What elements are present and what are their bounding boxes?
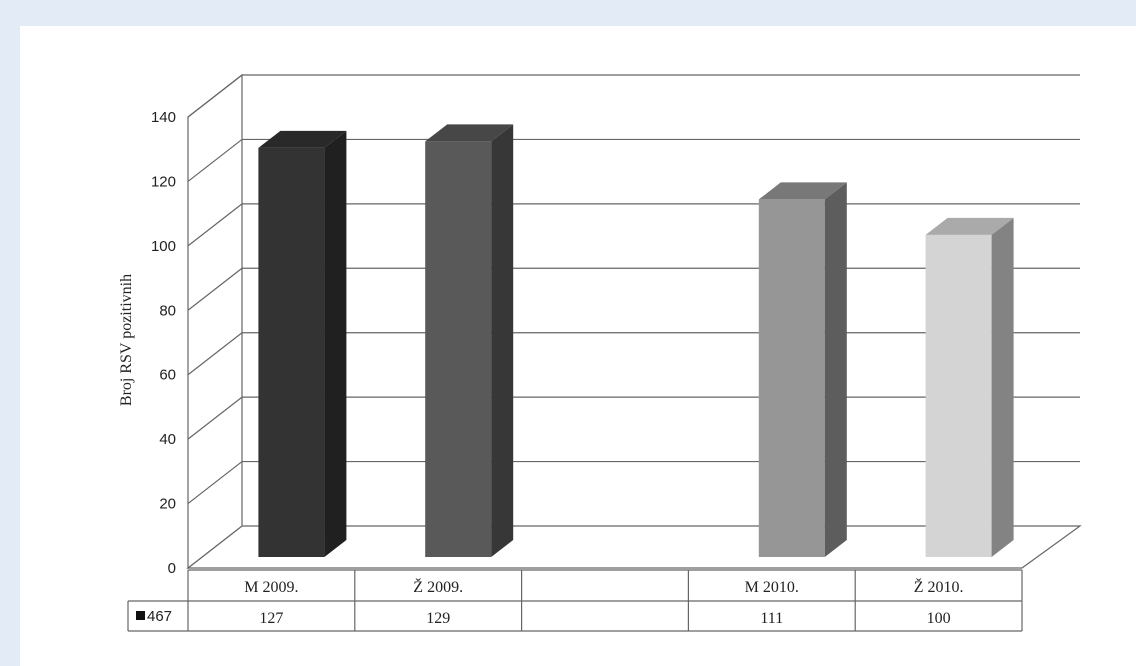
category-label: Ž 2009. bbox=[413, 577, 463, 596]
left-wall bbox=[187, 73, 243, 570]
gridline-diagonal bbox=[187, 396, 243, 440]
bar bbox=[758, 182, 847, 557]
bars bbox=[258, 124, 1014, 557]
y-tick-label: 80 bbox=[159, 302, 176, 319]
gridline-diagonal bbox=[187, 74, 243, 118]
bar-top bbox=[258, 130, 347, 148]
gridline-diagonal bbox=[187, 138, 243, 182]
bar bbox=[925, 217, 1014, 557]
bar-top bbox=[758, 182, 847, 200]
bar-front bbox=[758, 199, 825, 557]
y-tick-label: 100 bbox=[151, 238, 176, 255]
gridline-diagonal bbox=[187, 332, 243, 376]
data-table: 467 M 2009. 127 Ž 2009. 129 M 2010. 111 Ž 2010.… bbox=[127, 569, 1023, 632]
category-label: Ž 2010. bbox=[914, 577, 964, 596]
bar-front bbox=[425, 141, 492, 557]
bar-front bbox=[925, 234, 992, 557]
y-axis-label: Broj RSV pozitivnih bbox=[118, 274, 135, 406]
table-value: 100 bbox=[927, 610, 951, 627]
legend-swatch bbox=[136, 611, 145, 620]
bar-side bbox=[824, 182, 847, 557]
table-value: 129 bbox=[426, 610, 450, 627]
legend-label: 467 bbox=[147, 608, 172, 625]
bar-side bbox=[324, 130, 347, 557]
y-tick-label: 120 bbox=[151, 173, 176, 190]
y-tick-label: 140 bbox=[151, 109, 176, 126]
y-tick-label: 60 bbox=[159, 367, 176, 384]
y-tick-label: 40 bbox=[159, 431, 176, 448]
bar-top bbox=[925, 217, 1014, 235]
table-value: 111 bbox=[760, 610, 783, 627]
bar-front bbox=[258, 147, 325, 557]
bar bbox=[258, 130, 347, 557]
category-label: M 2009. bbox=[244, 579, 298, 596]
gridline-diagonal bbox=[187, 203, 243, 247]
gridline-diagonal bbox=[187, 461, 243, 505]
bar-side bbox=[491, 124, 514, 557]
y-tick-label: 20 bbox=[159, 496, 176, 513]
bar bbox=[425, 124, 514, 557]
gridline-diagonal bbox=[187, 267, 243, 311]
category-label: M 2010. bbox=[745, 579, 799, 596]
table-value: 127 bbox=[259, 610, 283, 627]
chart-walls bbox=[186, 73, 1082, 570]
y-tick-label: 0 bbox=[168, 560, 176, 577]
bar-side bbox=[991, 217, 1014, 557]
bar-top bbox=[425, 124, 514, 142]
y-axis-ticks: 0 20 40 60 80 100 120 140 bbox=[151, 109, 176, 577]
